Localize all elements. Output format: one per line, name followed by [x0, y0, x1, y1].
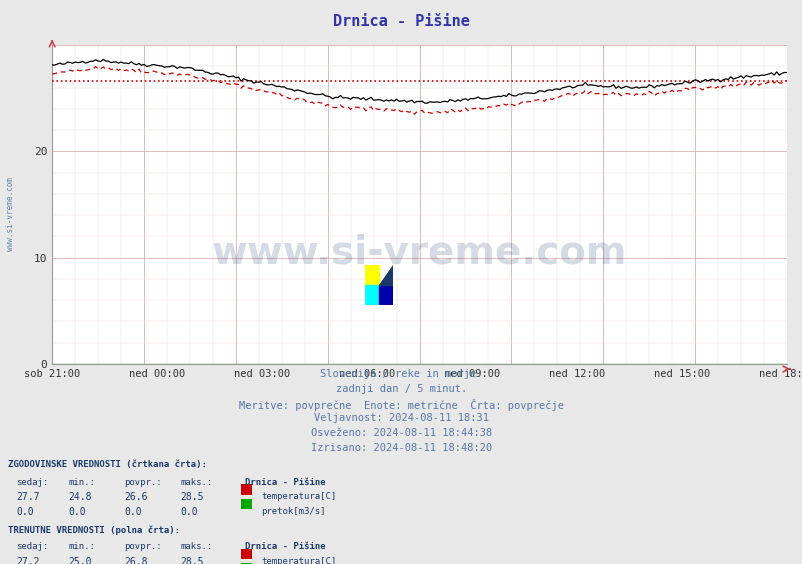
Text: 27.7: 27.7	[16, 492, 39, 503]
Text: maks.:: maks.:	[180, 478, 213, 487]
Text: Veljavnost: 2024-08-11 18:31: Veljavnost: 2024-08-11 18:31	[314, 413, 488, 424]
Text: 28.5: 28.5	[180, 557, 204, 564]
Text: Drnica - Pišine: Drnica - Pišine	[245, 542, 325, 551]
Text: sedaj:: sedaj:	[16, 542, 48, 551]
Text: 24.8: 24.8	[68, 492, 91, 503]
Text: Slovenija / reke in morje.: Slovenija / reke in morje.	[320, 369, 482, 380]
Text: Osveženo: 2024-08-11 18:44:38: Osveženo: 2024-08-11 18:44:38	[310, 428, 492, 438]
Text: min.:: min.:	[68, 478, 95, 487]
Text: povpr.:: povpr.:	[124, 542, 162, 551]
Text: zadnji dan / 5 minut.: zadnji dan / 5 minut.	[335, 384, 467, 394]
Text: Drnica - Pišine: Drnica - Pišine	[245, 478, 325, 487]
Text: 0.0: 0.0	[180, 507, 198, 517]
Text: www.si-vreme.com: www.si-vreme.com	[212, 233, 626, 271]
Text: temperatura[C]: temperatura[C]	[261, 492, 336, 501]
Text: 25.0: 25.0	[68, 557, 91, 564]
Text: Drnica - Pišine: Drnica - Pišine	[333, 14, 469, 29]
Polygon shape	[379, 265, 393, 285]
Text: 0.0: 0.0	[68, 507, 86, 517]
Text: 28.5: 28.5	[180, 492, 204, 503]
Text: min.:: min.:	[68, 542, 95, 551]
Text: Meritve: povprečne  Enote: metrične  Črta: povprečje: Meritve: povprečne Enote: metrične Črta:…	[239, 399, 563, 411]
Text: sedaj:: sedaj:	[16, 478, 48, 487]
Text: www.si-vreme.com: www.si-vreme.com	[6, 177, 15, 252]
Text: ZGODOVINSKE VREDNOSTI (črtkana črta):: ZGODOVINSKE VREDNOSTI (črtkana črta):	[8, 460, 207, 469]
Text: 0.0: 0.0	[124, 507, 142, 517]
Text: 26.6: 26.6	[124, 492, 148, 503]
Text: pretok[m3/s]: pretok[m3/s]	[261, 507, 325, 516]
Text: 26.8: 26.8	[124, 557, 148, 564]
Text: povpr.:: povpr.:	[124, 478, 162, 487]
Text: 27.2: 27.2	[16, 557, 39, 564]
Bar	[379, 285, 393, 305]
Text: TRENUTNE VREDNOSTI (polna črta):: TRENUTNE VREDNOSTI (polna črta):	[8, 525, 180, 535]
Text: maks.:: maks.:	[180, 542, 213, 551]
Text: Izrisano: 2024-08-11 18:48:20: Izrisano: 2024-08-11 18:48:20	[310, 443, 492, 453]
Bar	[365, 265, 379, 285]
Text: 0.0: 0.0	[16, 507, 34, 517]
Bar	[365, 285, 379, 305]
Text: temperatura[C]: temperatura[C]	[261, 557, 336, 564]
